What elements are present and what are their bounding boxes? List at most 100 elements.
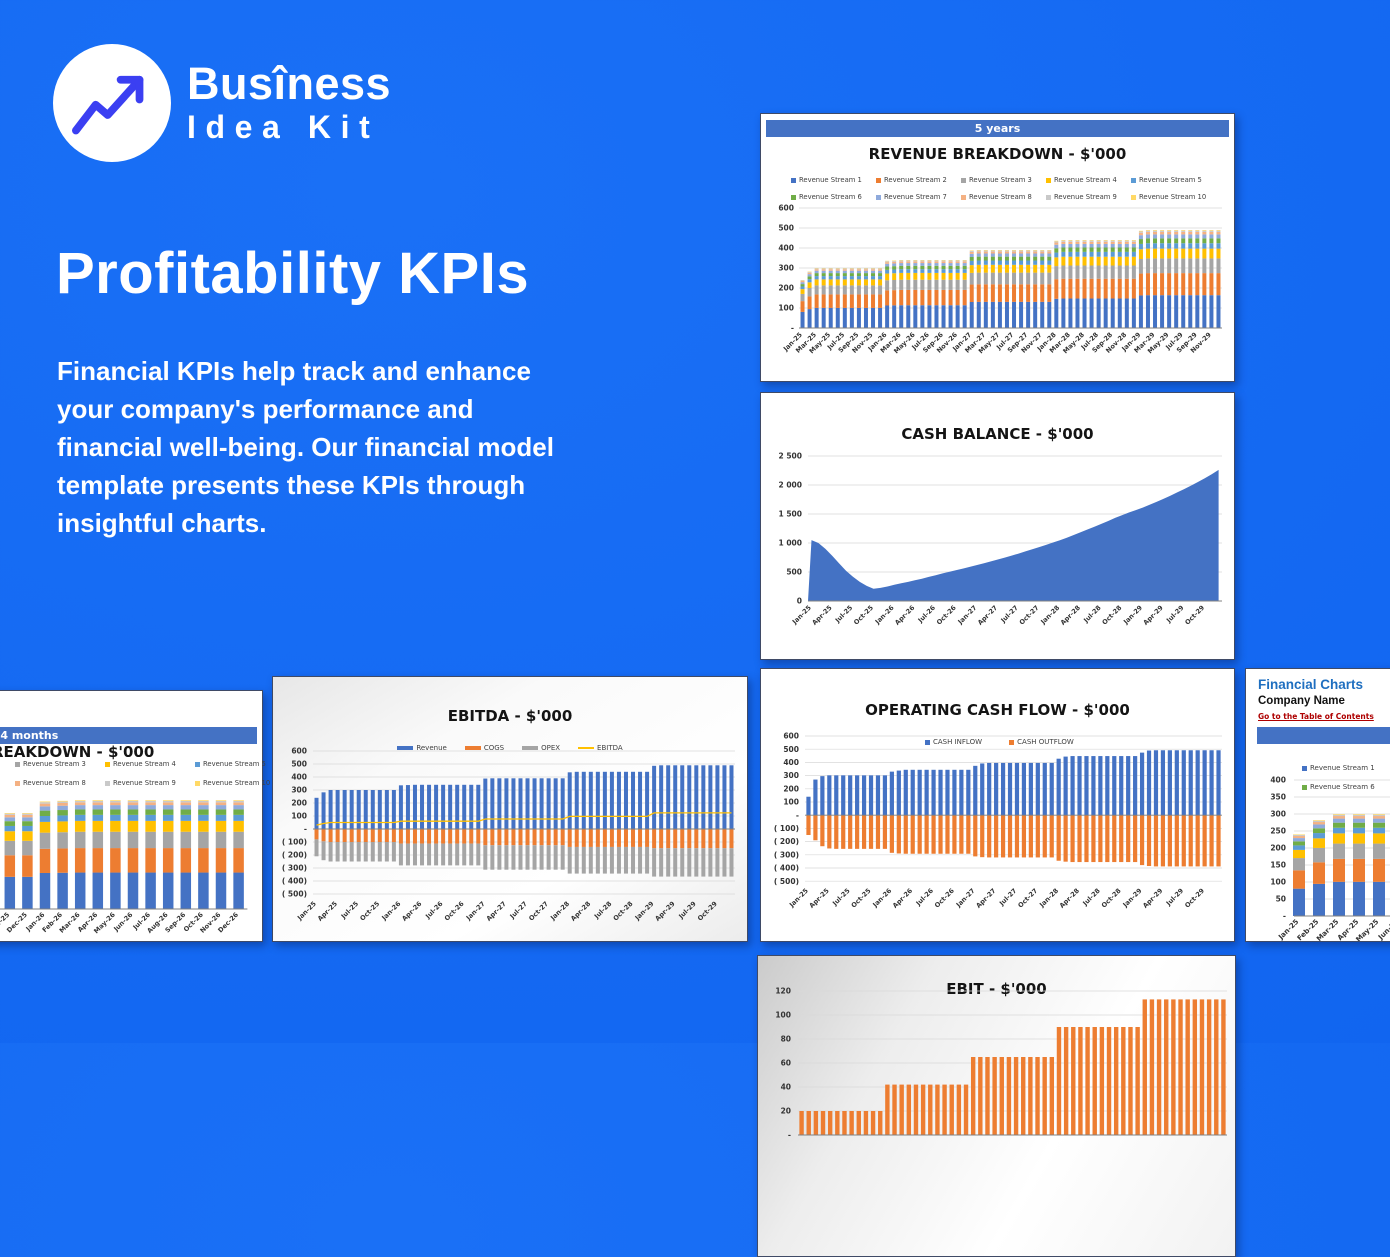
logo-trend-icon: [53, 44, 171, 162]
svg-text:-: -: [304, 825, 307, 834]
svg-text:100: 100: [783, 798, 799, 807]
svg-text:Jun-25: Jun-25: [1376, 918, 1390, 941]
svg-text:Jan-28: Jan-28: [1037, 886, 1060, 909]
svg-text:Apr-25: Apr-25: [316, 899, 339, 922]
svg-text:0: 0: [797, 597, 802, 606]
svg-text:40: 40: [781, 1083, 791, 1092]
svg-text:Jul-28: Jul-28: [1081, 603, 1103, 625]
svg-text:Jan-27: Jan-27: [954, 887, 977, 910]
svg-text:Oct-29: Oct-29: [696, 899, 719, 922]
svg-text:500: 500: [786, 568, 802, 577]
svg-text:Oct-25: Oct-25: [358, 899, 381, 922]
svg-text:300: 300: [291, 786, 307, 795]
svg-text:Oct-26: Oct-26: [443, 899, 466, 922]
svg-text:120: 120: [775, 987, 791, 996]
svg-text:1 000: 1 000: [779, 539, 803, 548]
svg-text:( 400): ( 400): [282, 877, 307, 886]
svg-text:Oct-27: Oct-27: [1018, 604, 1041, 627]
svg-text:Oct-27: Oct-27: [1016, 887, 1039, 910]
revenue-breakdown-24m-chart: Jan-25Feb-25Mar-25Apr-25May-25Jun-25Jul-…: [0, 691, 262, 941]
svg-text:( 500): ( 500): [774, 877, 799, 886]
svg-text:2 500: 2 500: [779, 452, 803, 461]
svg-text:Apr-28: Apr-28: [1059, 603, 1082, 626]
svg-text:May-25: May-25: [1354, 918, 1380, 941]
svg-text:Oct-29: Oct-29: [1183, 603, 1206, 626]
svg-text:Jan-26: Jan-26: [873, 603, 896, 626]
svg-text:Jan-25: Jan-25: [790, 603, 813, 626]
svg-text:Apr-27: Apr-27: [976, 604, 999, 627]
svg-text:Apr-29: Apr-29: [1142, 603, 1165, 626]
page-title: Profitability KPIs: [56, 240, 529, 307]
svg-text:( 200): ( 200): [282, 851, 307, 860]
svg-text:Apr-29: Apr-29: [654, 899, 677, 922]
revenue-breakdown-5y-panel: 5 years REVENUE BREAKDOWN - $'000 Revenu…: [760, 113, 1235, 382]
svg-text:Apr-26: Apr-26: [893, 603, 916, 626]
svg-text:Oct-25: Oct-25: [852, 603, 875, 626]
svg-text:500: 500: [291, 760, 307, 769]
svg-text:600: 600: [778, 204, 794, 213]
svg-text:Apr-29: Apr-29: [1141, 886, 1164, 909]
svg-text:Oct-25: Oct-25: [850, 886, 873, 909]
svg-text:Oct-28: Oct-28: [612, 899, 635, 922]
svg-text:Apr-26: Apr-26: [400, 899, 423, 922]
svg-text:( 200): ( 200): [774, 837, 799, 846]
svg-text:Apr-28: Apr-28: [1058, 886, 1081, 909]
svg-text:400: 400: [1270, 776, 1286, 785]
svg-text:150: 150: [1270, 861, 1286, 870]
svg-text:400: 400: [778, 244, 794, 253]
brand-name: Busîness Idea Kit: [187, 61, 391, 146]
svg-text:Oct-28: Oct-28: [1100, 886, 1123, 909]
svg-text:100: 100: [291, 812, 307, 821]
svg-text:20: 20: [781, 1107, 791, 1116]
svg-text:60: 60: [781, 1059, 791, 1068]
financial-charts-panel: Financial Charts Company Name Go to the …: [1245, 668, 1390, 942]
svg-text:Jul-28: Jul-28: [1081, 886, 1103, 908]
svg-text:500: 500: [778, 224, 794, 233]
svg-text:( 400): ( 400): [774, 864, 799, 873]
page: Busîness Idea Kit Profitability KPIs Fin…: [0, 0, 1390, 1043]
svg-text:Apr-27: Apr-27: [485, 900, 508, 923]
svg-text:Oct-29: Oct-29: [1183, 886, 1206, 909]
svg-text:100: 100: [1270, 878, 1286, 887]
svg-text:Jul-29: Jul-29: [1164, 886, 1186, 908]
svg-text:Oct-28: Oct-28: [1101, 603, 1124, 626]
svg-text:250: 250: [1270, 827, 1286, 836]
svg-text:( 300): ( 300): [282, 864, 307, 873]
svg-text:Jan-29: Jan-29: [1121, 603, 1144, 626]
svg-text:-: -: [1283, 912, 1286, 921]
svg-text:Jul-25: Jul-25: [830, 886, 852, 908]
svg-text:Jan-25: Jan-25: [295, 899, 318, 922]
svg-text:400: 400: [291, 773, 307, 782]
svg-text:600: 600: [783, 732, 799, 741]
svg-text:-: -: [788, 1131, 791, 1140]
revenue-breakdown-24m-panel: 24 months REVENUE BREAKDOWN - $'000 Reve…: [0, 690, 263, 942]
svg-text:200: 200: [1270, 844, 1286, 853]
svg-text:-: -: [791, 324, 794, 333]
svg-text:300: 300: [1270, 810, 1286, 819]
svg-text:Jul-25: Jul-25: [339, 899, 361, 921]
financial-mini-chart: 40035030025020015010050-Jan-25Feb-25Mar-…: [1246, 669, 1390, 941]
svg-text:Jan-27: Jan-27: [464, 900, 487, 923]
svg-text:Jul-25: Jul-25: [833, 603, 855, 625]
svg-text:350: 350: [1270, 793, 1286, 802]
svg-text:Jan-29: Jan-29: [1121, 886, 1144, 909]
svg-text:Jul-28: Jul-28: [592, 899, 614, 921]
svg-text:300: 300: [778, 264, 794, 273]
brand-name-line2: Idea Kit: [187, 109, 391, 146]
svg-text:100: 100: [778, 304, 794, 313]
svg-text:2 000: 2 000: [779, 481, 803, 490]
svg-text:Apr-28: Apr-28: [569, 899, 592, 922]
svg-text:Jul-29: Jul-29: [1164, 603, 1186, 625]
svg-text:Jan-26: Jan-26: [871, 886, 894, 909]
svg-text:Jul-27: Jul-27: [997, 887, 1018, 908]
svg-text:( 100): ( 100): [774, 824, 799, 833]
svg-text:Jul-27: Jul-27: [999, 604, 1020, 625]
svg-text:200: 200: [778, 284, 794, 293]
svg-text:Jul-27: Jul-27: [508, 900, 529, 921]
svg-text:Jan-27: Jan-27: [956, 604, 979, 627]
